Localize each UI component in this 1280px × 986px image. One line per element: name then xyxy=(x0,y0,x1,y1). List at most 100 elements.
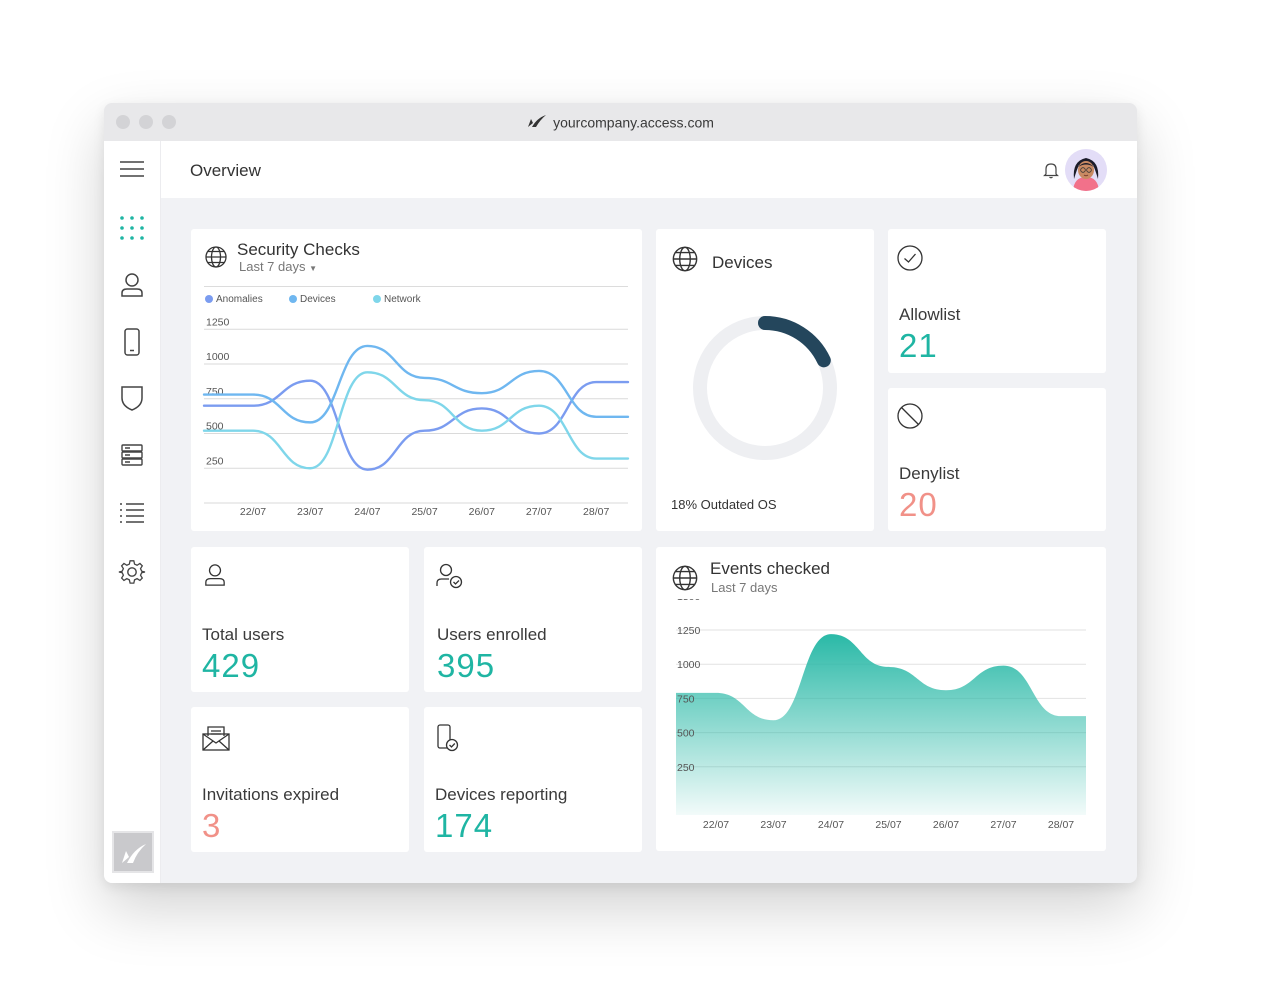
devices-card: Devices 18% Outdated OS xyxy=(656,229,874,531)
menu-icon[interactable] xyxy=(118,155,146,183)
invitations-expired-value: 3 xyxy=(202,807,222,844)
devices-reporting-card[interactable]: Devices reporting 174 xyxy=(424,707,642,852)
y-tick-label: 250 xyxy=(677,762,695,774)
area-fill xyxy=(676,634,1086,815)
avatar[interactable] xyxy=(1065,149,1107,191)
denylist-label: Denylist xyxy=(899,464,960,483)
top-header: Overview xyxy=(161,141,1137,198)
denylist-value: 20 xyxy=(899,486,938,523)
chevron-down-icon: ▼ xyxy=(309,264,318,273)
x-tick-label: 27/07 xyxy=(526,506,552,518)
legend-swatch xyxy=(289,295,297,303)
url-text: yourcompany.access.com xyxy=(553,114,714,131)
x-tick-label: 26/07 xyxy=(933,819,959,831)
bell-icon[interactable] xyxy=(1043,161,1059,184)
series-line-anomalies xyxy=(202,379,630,471)
x-tick-label: 25/07 xyxy=(875,819,901,831)
security-checks-card: Security Checks Last 7 days ▼ Anomalies … xyxy=(191,229,642,531)
y-tick-label: 1250 xyxy=(206,316,230,328)
x-tick-label: 24/07 xyxy=(354,506,380,518)
window-close-button[interactable] xyxy=(116,115,130,129)
user-check-icon xyxy=(436,562,464,595)
events-checked-title: Events checked xyxy=(710,559,831,578)
check-circle-icon xyxy=(896,244,924,277)
x-tick-label: 22/07 xyxy=(240,506,266,518)
globe-icon xyxy=(671,245,699,278)
legend-item: Anomalies xyxy=(205,294,263,305)
y-tick-label: 500 xyxy=(206,421,224,433)
donut-outdated-arc xyxy=(758,316,831,368)
users-enrolled-label: Users enrolled xyxy=(437,625,547,644)
y-tick-label: 1000 xyxy=(206,351,230,363)
legend-swatch xyxy=(205,295,213,303)
legend-swatch xyxy=(373,295,381,303)
total-users-card[interactable]: Total users 429 xyxy=(191,547,409,692)
invitations-expired-card[interactable]: Invitations expired 3 xyxy=(191,707,409,852)
series-line-network xyxy=(202,371,630,470)
browser-titlebar: yourcompany.access.com xyxy=(104,103,1137,141)
gear-icon[interactable] xyxy=(118,558,146,586)
globe-icon xyxy=(204,245,228,274)
x-tick-label: 28/07 xyxy=(1048,819,1074,831)
block-icon xyxy=(896,402,924,435)
globe-icon xyxy=(671,564,699,597)
brand-logo-icon xyxy=(527,114,547,131)
user-icon[interactable] xyxy=(118,271,146,299)
users-enrolled-value: 395 xyxy=(437,647,496,684)
total-users-value: 429 xyxy=(202,647,261,684)
y-tick-label: 1500 xyxy=(677,599,701,603)
mobile-check-icon xyxy=(436,723,462,758)
denylist-card[interactable]: Denylist 20 xyxy=(888,388,1106,531)
devices-reporting-label: Devices reporting xyxy=(435,785,568,804)
x-tick-label: 23/07 xyxy=(760,819,786,831)
shield-icon[interactable] xyxy=(118,384,146,412)
envelope-icon xyxy=(201,724,231,757)
y-tick-label: 500 xyxy=(677,728,695,740)
legend-label: Network xyxy=(384,294,421,305)
list-icon[interactable] xyxy=(118,499,146,527)
window-maximize-button[interactable] xyxy=(162,115,176,129)
y-tick-label: 750 xyxy=(206,386,224,398)
legend-label: Devices xyxy=(300,294,336,305)
chart-legend: Anomalies Devices Network xyxy=(205,294,505,308)
allowlist-label: Allowlist xyxy=(899,305,961,324)
x-tick-label: 26/07 xyxy=(469,506,495,518)
legend-item: Devices xyxy=(289,294,336,305)
x-tick-label: 23/07 xyxy=(297,506,323,518)
dashboard-grid-icon[interactable] xyxy=(118,214,146,242)
devices-title: Devices xyxy=(712,253,773,272)
brand-logo-icon xyxy=(112,831,154,873)
page-title: Overview xyxy=(190,161,261,180)
outdated-os-donut xyxy=(693,316,837,460)
users-enrolled-card[interactable]: Users enrolled 395 xyxy=(424,547,642,692)
sidebar xyxy=(104,141,161,883)
events-checked-chart: 250 500 750 1000 1250 1500 22/07 23/07 24/07 25/0… xyxy=(676,599,1086,831)
y-tick-label: 1000 xyxy=(677,659,701,671)
y-tick-label: 250 xyxy=(206,455,224,467)
range-dropdown-label: Last 7 days xyxy=(239,259,306,274)
x-tick-label: 22/07 xyxy=(703,819,729,831)
legend-label: Anomalies xyxy=(216,294,263,305)
allowlist-card[interactable]: Allowlist 21 xyxy=(888,229,1106,373)
allowlist-value: 21 xyxy=(899,327,938,364)
divider xyxy=(204,286,628,287)
browser-window: yourcompany.access.com O xyxy=(104,103,1137,883)
events-checked-card: Events checked Last 7 days 250 500 750 1000… xyxy=(656,547,1106,851)
events-checked-range: Last 7 days xyxy=(711,580,778,595)
total-users-label: Total users xyxy=(202,625,285,644)
x-tick-label: 24/07 xyxy=(818,819,844,831)
window-minimize-button[interactable] xyxy=(139,115,153,129)
mobile-device-icon[interactable] xyxy=(118,328,146,356)
range-dropdown[interactable]: Last 7 days ▼ xyxy=(239,259,317,274)
address-bar[interactable]: yourcompany.access.com xyxy=(104,113,1137,131)
series-line-devices xyxy=(202,344,630,424)
devices-reporting-value: 174 xyxy=(435,807,494,844)
server-icon[interactable] xyxy=(118,441,146,469)
invitations-expired-label: Invitations expired xyxy=(202,785,340,804)
x-tick-label: 27/07 xyxy=(990,819,1016,831)
legend-item: Network xyxy=(373,294,421,305)
security-checks-chart: 250 500 750 1000 1250 22/07 23/07 24/07 25/07 26/… xyxy=(202,316,630,518)
x-tick-label: 25/07 xyxy=(411,506,437,518)
y-tick-label: 750 xyxy=(677,693,695,705)
devices-caption: 18% Outdated OS xyxy=(671,497,777,512)
